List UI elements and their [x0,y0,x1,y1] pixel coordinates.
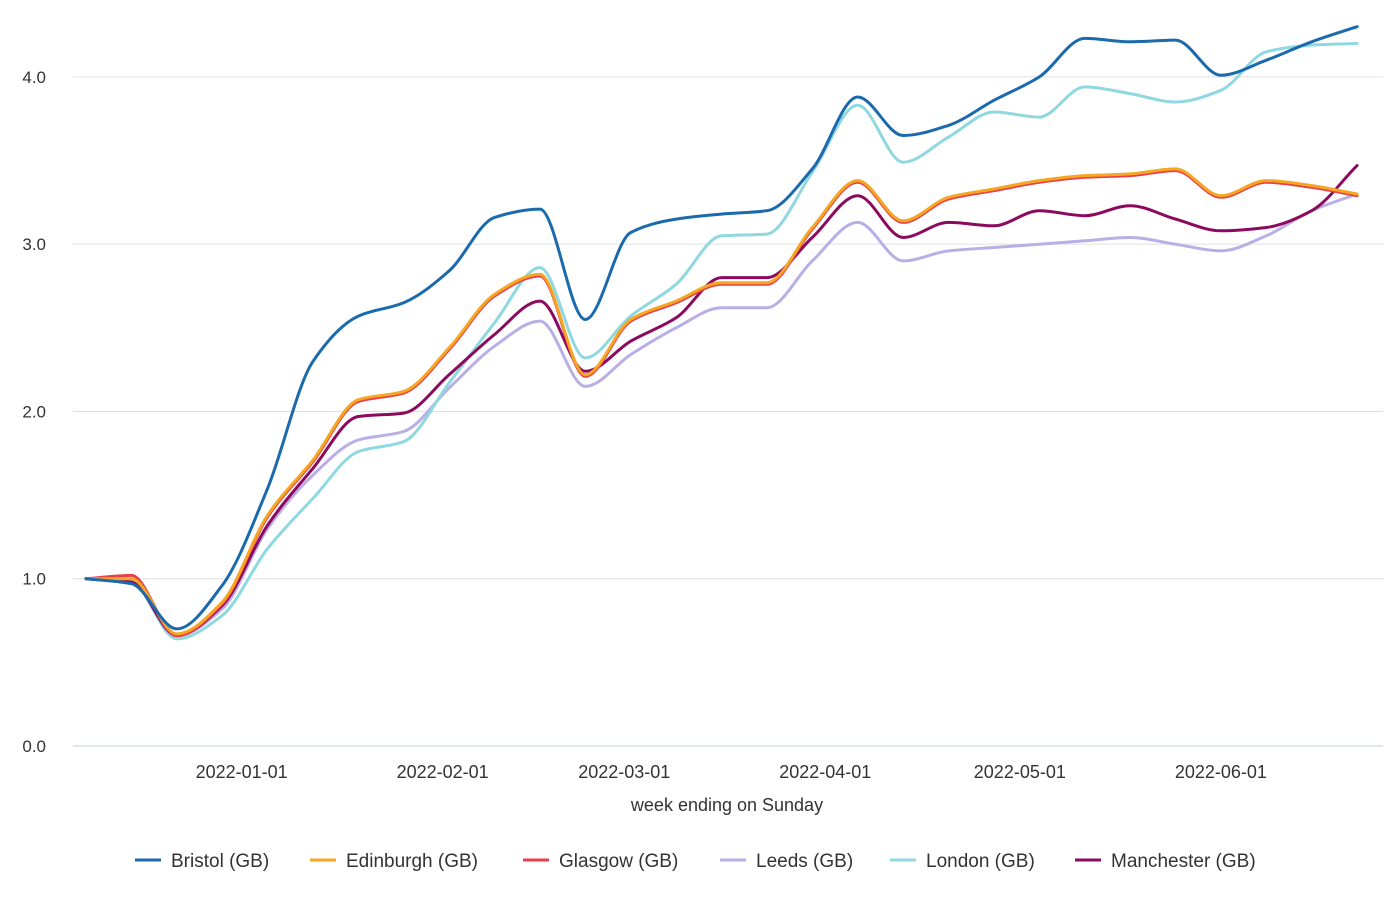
legend-item-bristol-gb: Bristol (GB) [135,851,269,872]
legend: Bristol (GB) Edinburgh (GB) Glasgow (GB) Le… [135,851,1256,872]
legend-item-glasgow-gb: Glasgow (GB) [523,851,678,872]
legend-item-leeds-gb: Leeds (GB) [720,851,853,872]
y-tick-label: 3.0 [22,235,46,254]
legend-item-edinburgh-gb: Edinburgh (GB) [310,851,478,872]
legend-item-manchester-gb: Manchester (GB) [1075,851,1256,872]
series-line-leeds-gb [84,192,1359,638]
y-tick-label: 2.0 [22,402,46,421]
series-layer [84,25,1359,641]
x-tick-label: 2022-04-01 [779,762,871,782]
x-tick-label: 2022-02-01 [397,762,489,782]
legend-label: London (GB) [926,851,1035,872]
legend-label: Edinburgh (GB) [346,851,478,872]
y-tick-label: 0.0 [22,737,46,756]
y-axis-ticks: 0.0 1.0 2.0 3.0 4.0 [22,68,46,756]
x-tick-label: 2022-01-01 [196,762,288,782]
series-line-glasgow-gb [84,169,1359,638]
legend-label: Manchester (GB) [1111,851,1256,872]
series-line-edinburgh-gb [84,167,1359,636]
legend-label: Glasgow (GB) [559,851,678,872]
series-line-manchester-gb [84,164,1359,638]
x-axis-ticks: 2022-01-01 2022-02-01 2022-03-01 2022-04-01… [196,762,1267,782]
x-axis-title: week ending on Sunday [630,795,823,815]
y-tick-label: 4.0 [22,68,46,87]
y-tick-label: 1.0 [22,570,46,589]
x-tick-label: 2022-06-01 [1175,762,1267,782]
legend-label: Leeds (GB) [756,851,853,872]
x-tick-label: 2022-05-01 [974,762,1066,782]
series-line-bristol-gb [84,25,1359,631]
legend-label: Bristol (GB) [171,851,269,872]
x-tick-label: 2022-03-01 [578,762,670,782]
series-line-london-gb [84,42,1359,641]
grid-layer [73,76,1383,747]
legend-item-london-gb: London (GB) [890,851,1035,872]
